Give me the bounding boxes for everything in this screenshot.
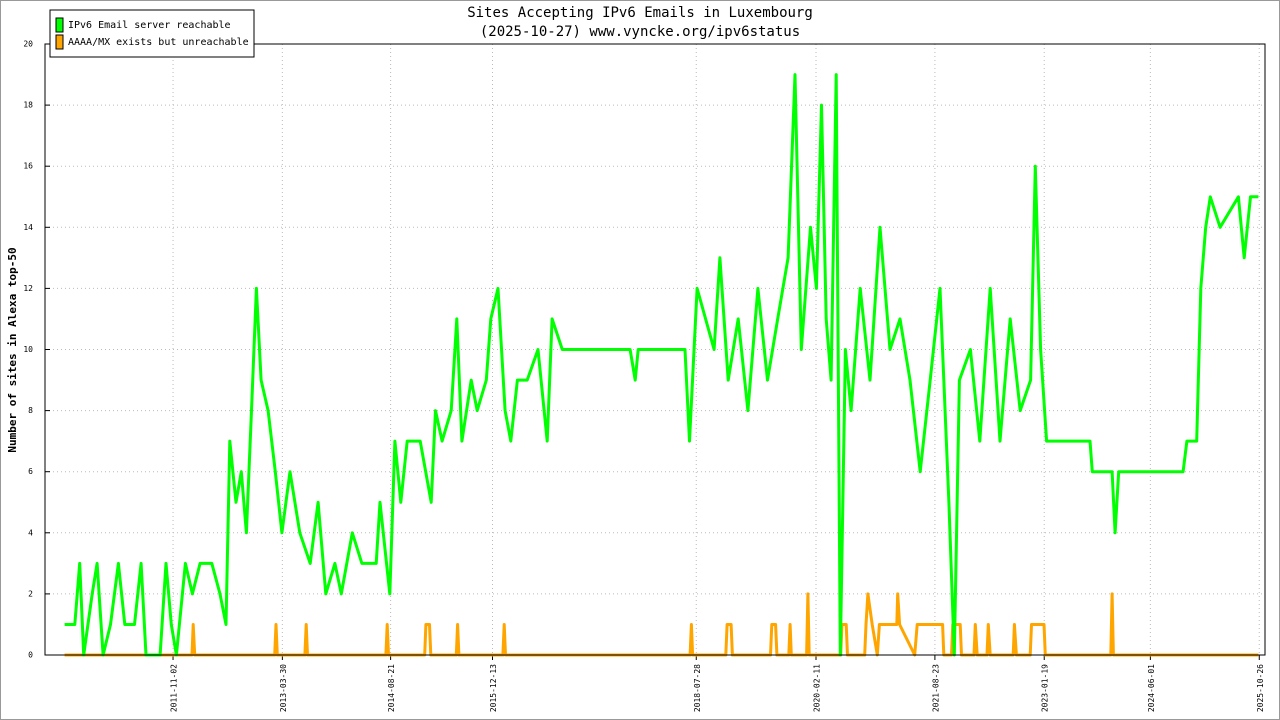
x-tick-label: 2021-08-23 xyxy=(931,664,940,712)
x-tick-label: 2011-11-02 xyxy=(170,664,179,712)
legend-box xyxy=(49,9,255,58)
x-tick-label: 2024-06-01 xyxy=(1147,664,1156,712)
y-tick-label: 2 xyxy=(28,589,33,598)
legend-label: IPv6 Email server reachable xyxy=(68,20,231,31)
y-tick-label: 4 xyxy=(28,528,33,537)
x-tick-label: 2025-10-26 xyxy=(1256,664,1265,712)
data-line xyxy=(64,73,1259,657)
y-tick-label: 8 xyxy=(28,406,33,415)
x-tick-label: 2020-02-11 xyxy=(813,664,822,712)
y-axis-label: Number of sites in Alexa top-50 xyxy=(6,247,19,452)
chart-subtitle: (2025-10-27) www.vyncke.org/ipv6status xyxy=(480,24,800,40)
y-tick-label: 18 xyxy=(23,101,33,110)
x-tick-label: 2018-07-28 xyxy=(693,664,702,712)
y-tick-label: 10 xyxy=(23,345,33,354)
legend-label: AAAA/MX exists but unreachable xyxy=(68,37,249,48)
x-tick-label: 2013-03-30 xyxy=(279,664,288,712)
plot-border xyxy=(44,43,1266,656)
legend-swatch xyxy=(55,34,64,50)
legend-swatch xyxy=(55,17,64,33)
y-tick-label: 14 xyxy=(23,223,33,232)
x-tick-label: 2015-12-13 xyxy=(489,664,498,712)
y-tick-label: 12 xyxy=(23,284,33,293)
y-tick-label: 20 xyxy=(23,40,33,49)
y-tick-label: 0 xyxy=(28,651,33,660)
y-tick-label: 16 xyxy=(23,162,33,171)
x-tick-label: 2023-01-19 xyxy=(1041,664,1050,712)
x-tick-label: 2014-08-21 xyxy=(387,664,396,712)
chart-title: Sites Accepting IPv6 Emails in Luxembour… xyxy=(467,5,813,21)
y-tick-label: 6 xyxy=(28,467,33,476)
